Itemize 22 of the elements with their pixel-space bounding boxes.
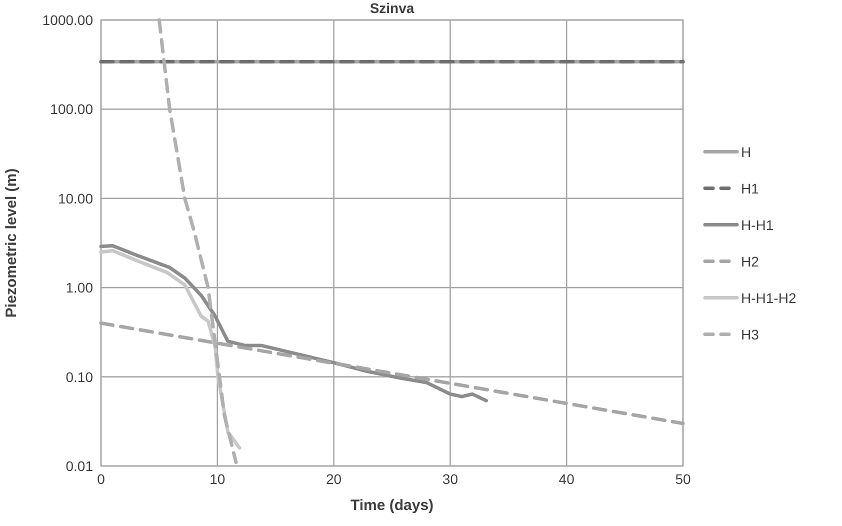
y-tick-label: 0.01 xyxy=(66,458,94,474)
y-axis-title: Piezometric level (m) xyxy=(3,168,20,318)
y-tick-label: 10.00 xyxy=(58,190,94,206)
legend-label: H3 xyxy=(741,326,760,342)
legend-label: H xyxy=(741,144,752,160)
y-tick-label: 1000.00 xyxy=(42,12,94,28)
y-tick-label: 0.10 xyxy=(66,368,94,385)
x-tick-label: 0 xyxy=(97,471,106,487)
legend-label: H-H1-H2 xyxy=(741,290,796,306)
x-tick-label: 30 xyxy=(442,471,458,487)
line-series xyxy=(99,244,488,402)
legend-label: H1 xyxy=(741,180,760,196)
chart-title: Szinva xyxy=(370,0,414,16)
x-tick-label: 50 xyxy=(675,471,691,487)
x-axis-title: Time (days) xyxy=(350,497,434,514)
y-tick-label: 100.00 xyxy=(50,101,94,118)
y-tick-label: 1.00 xyxy=(66,280,94,296)
x-tick-label: 10 xyxy=(210,471,226,487)
legend-label: H2 xyxy=(741,253,760,270)
x-tick-label: 20 xyxy=(326,471,342,487)
legend-label: H-H1 xyxy=(741,216,774,233)
x-tick-label: 40 xyxy=(558,471,575,487)
